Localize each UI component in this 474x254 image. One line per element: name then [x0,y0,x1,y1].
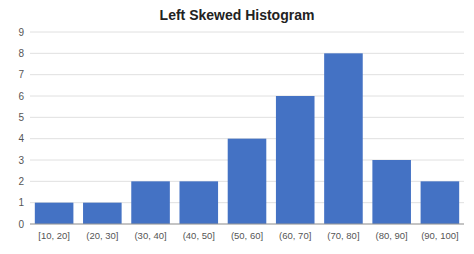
y-tick-label: 9 [18,27,24,38]
x-tick-label: (50, 60] [231,230,263,241]
y-tick-label: 6 [18,91,24,102]
y-tick-label: 7 [18,69,24,80]
chart-svg: Left Skewed Histogram 0 1 2 3 4 5 6 7 8 9 [10, 20] (… [0,0,474,254]
grid-line [30,224,464,225]
bar [372,160,411,224]
bar [179,181,218,224]
bar [35,203,74,224]
x-tick-label: (60, 70] [279,230,311,241]
bars [35,53,459,224]
grid-line [30,117,464,118]
x-axis-line [30,224,464,225]
y-tick-label: 5 [18,112,24,123]
grid-line [30,96,464,97]
y-axis: 0 1 2 3 4 5 6 7 8 9 [18,27,24,230]
title: Left Skewed Histogram [160,7,315,23]
bar [83,203,122,224]
y-tick-label: 8 [18,48,24,59]
x-tick-label: (20, 30] [86,230,118,241]
bar [131,181,170,224]
x-tick-label: (30, 40] [134,230,166,241]
grid [30,32,464,224]
x-tick-label: (40, 50] [183,230,215,241]
bar [324,53,363,224]
grid-line [30,74,464,75]
y-tick-label: 4 [18,133,24,144]
grid-line [30,53,464,54]
x-tick-label: [10, 20] [38,230,70,241]
bar [276,96,315,224]
x-tick-label: (70, 80] [327,230,359,241]
x-tick-label: (90, 100] [421,230,459,241]
y-tick-label: 2 [18,176,24,187]
x-tick-label: (80, 90] [376,230,408,241]
y-tick-label: 1 [18,197,24,208]
grid-line [30,32,464,33]
y-tick-label: 0 [18,219,24,230]
chart-container: Left Skewed Histogram 0 1 2 3 4 5 6 7 8 9 [10, 20] (… [0,0,474,254]
bar [228,139,267,224]
y-tick-label: 3 [18,155,24,166]
x-axis: [10, 20] (20, 30] (30, 40] (40, 50] (50, 60]… [38,230,458,241]
bar [421,181,460,224]
